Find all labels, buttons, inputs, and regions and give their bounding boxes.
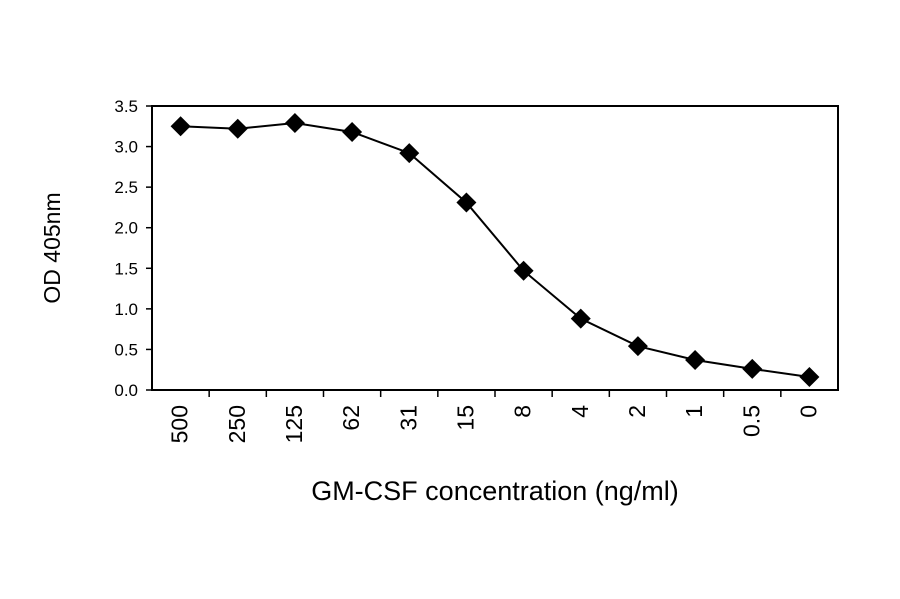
series-line bbox=[180, 122, 810, 379]
data-point-8 bbox=[513, 260, 534, 281]
x-tick-label: 250 bbox=[224, 405, 250, 443]
y-tick-label: 2.0 bbox=[114, 219, 138, 238]
data-point-250 bbox=[227, 118, 248, 139]
y-tick-label: 0.0 bbox=[114, 381, 138, 400]
x-tick-label: 62 bbox=[338, 405, 364, 431]
x-tick-label: 15 bbox=[452, 405, 478, 431]
x-tick-label: 2 bbox=[624, 405, 650, 418]
x-tick-label: 4 bbox=[567, 405, 593, 418]
y-tick-label: 3.5 bbox=[114, 97, 138, 116]
data-point-62 bbox=[342, 121, 363, 142]
x-tick-label: 125 bbox=[281, 405, 307, 443]
data-point-1 bbox=[685, 349, 706, 370]
x-axis-label: GM-CSF concentration (ng/ml) bbox=[311, 476, 679, 506]
x-tick-label: 8 bbox=[510, 405, 536, 418]
y-axis-label: OD 405nm bbox=[39, 192, 65, 303]
data-point-31 bbox=[399, 143, 420, 164]
y-tick-label: 1.5 bbox=[114, 259, 138, 278]
x-tick-label: 31 bbox=[395, 405, 421, 431]
data-point-2 bbox=[627, 336, 648, 357]
data-point-15 bbox=[456, 192, 477, 213]
y-tick-label: 0.5 bbox=[114, 340, 138, 359]
plot-area bbox=[151, 105, 839, 391]
y-tick-label: 3.0 bbox=[114, 138, 138, 157]
x-tick-label: 0 bbox=[795, 405, 821, 418]
x-tick-label: 0.5 bbox=[738, 405, 764, 437]
x-tick-label: 500 bbox=[167, 405, 193, 443]
data-point-0 bbox=[799, 367, 820, 388]
data-point-4 bbox=[570, 308, 591, 329]
data-point-500 bbox=[170, 116, 191, 137]
data-point-125 bbox=[284, 113, 305, 134]
data-point-0.5 bbox=[742, 358, 763, 379]
x-tick-label: 1 bbox=[681, 405, 707, 418]
y-tick-label: 1.0 bbox=[114, 300, 138, 319]
y-tick-label: 2.5 bbox=[114, 178, 138, 197]
